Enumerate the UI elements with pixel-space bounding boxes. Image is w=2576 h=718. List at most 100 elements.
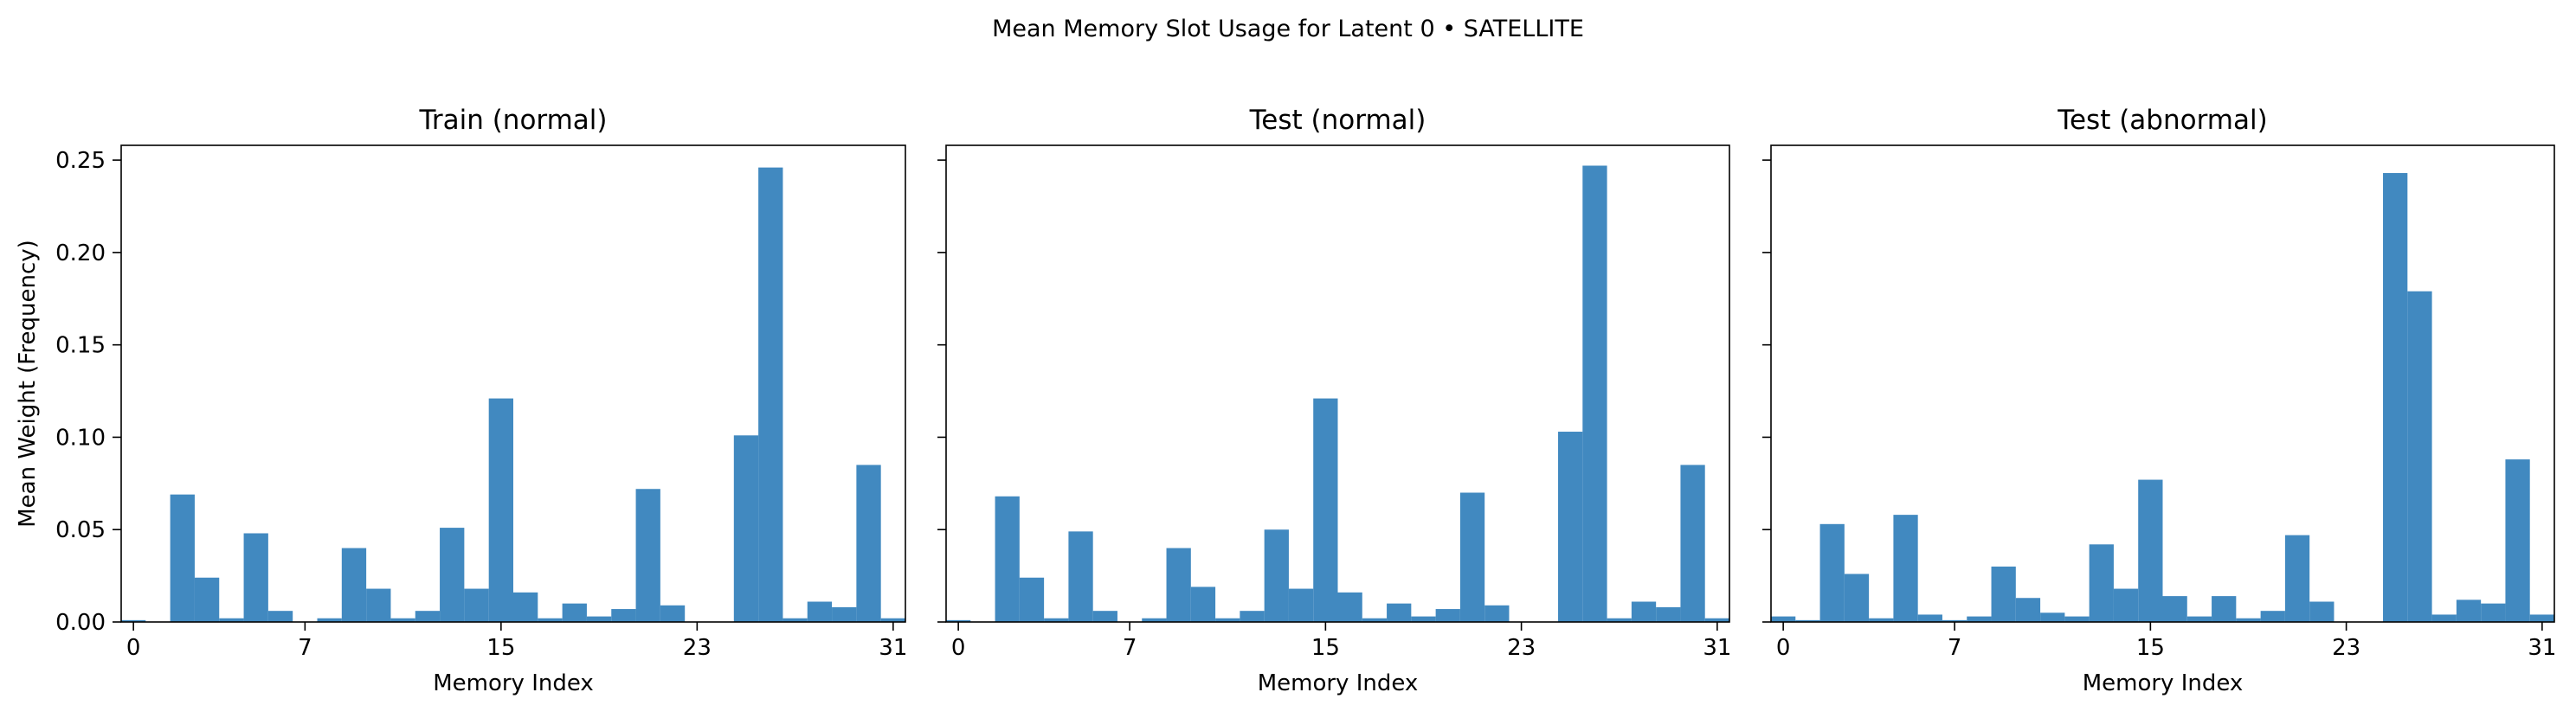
bar-22: [1484, 605, 1510, 622]
x-tick-label: 0: [951, 635, 966, 661]
bar-4: [1869, 618, 1894, 622]
bar-18: [2212, 596, 2237, 622]
bar-4: [1044, 618, 1069, 622]
bar-30: [1680, 465, 1705, 622]
x-tick-label: 23: [2332, 635, 2360, 661]
bar-18: [562, 603, 587, 622]
bar-29: [832, 606, 857, 622]
bar-4: [219, 618, 244, 622]
bar-11: [390, 618, 415, 622]
bar-6: [1092, 611, 1117, 622]
bar-31: [1704, 618, 1729, 622]
x-tick-label: 15: [2136, 635, 2165, 661]
bar-2: [170, 494, 195, 622]
bar-14: [1288, 588, 1314, 622]
y-tick-label: 0.25: [55, 148, 106, 174]
bar-12: [1240, 611, 1265, 622]
bar-3: [1019, 577, 1045, 622]
chart-panel-1: 0 7 15 23 31 0.00 0.05 0.10 0.15 0.20 0.25 Train (n…: [15, 105, 907, 696]
x-tick-label: 31: [879, 635, 907, 661]
bar-8: [1967, 616, 1992, 622]
panel-title: Test (abnormal): [2057, 105, 2267, 136]
bar-15: [2138, 479, 2163, 622]
bar-9: [341, 548, 367, 622]
bar-10: [1190, 587, 1216, 622]
bar-30: [856, 465, 881, 622]
bar-29: [2481, 603, 2506, 622]
x-tick-label: 0: [126, 635, 141, 661]
bar-19: [586, 616, 612, 622]
bar-21: [1459, 492, 1485, 622]
bar-10: [2015, 598, 2041, 622]
bar-20: [2260, 611, 2285, 622]
bar-29: [1656, 606, 1681, 622]
bar-16: [1337, 592, 1362, 622]
bar-13: [440, 528, 465, 622]
bar-15: [488, 398, 513, 622]
bar-28: [807, 601, 833, 622]
bar-0: [1771, 616, 1796, 622]
bar-26: [2407, 291, 2432, 622]
plot-frame: [945, 144, 1730, 623]
chart-panel-2: 0 7 15 23 31 Test (normal) Memory Index: [937, 105, 1731, 696]
bar-28: [1631, 601, 1657, 622]
figure-title: Mean Memory Slot Usage for Latent 0 • SA…: [992, 16, 1584, 42]
bar-17: [2186, 616, 2212, 622]
bar-0: [121, 619, 146, 622]
bar-28: [2456, 599, 2482, 622]
panel-title: Train (normal): [418, 105, 607, 136]
x-axis-label: Memory Index: [1258, 670, 1419, 696]
panel-title: Test (normal): [1249, 105, 1426, 136]
plot-frame: [1770, 144, 2555, 623]
bar-25: [1558, 432, 1583, 622]
bar-31: [880, 618, 905, 622]
bar-1: [1795, 619, 1820, 622]
y-tick-label: 0.20: [55, 240, 106, 266]
y-tick-label: 0.15: [55, 333, 106, 359]
bar-27: [1607, 618, 1632, 622]
bar-25: [2383, 173, 2408, 622]
bar-30: [2505, 459, 2530, 622]
bar-9: [1991, 566, 2016, 622]
bar-12: [2064, 616, 2090, 622]
bar-22: [2309, 601, 2334, 622]
x-tick-label: 7: [1123, 635, 1137, 661]
bar-31: [2529, 614, 2554, 622]
bar-14: [2113, 588, 2139, 622]
x-tick-label: 15: [1311, 635, 1340, 661]
bar-17: [538, 618, 563, 622]
x-tick-label: 0: [1776, 635, 1791, 661]
bar-0: [946, 619, 971, 622]
bar-15: [1313, 398, 1338, 622]
bar-2: [995, 496, 1020, 622]
x-tick-label: 15: [486, 635, 515, 661]
x-tick-label: 23: [683, 635, 712, 661]
bar-5: [1068, 531, 1093, 622]
x-tick-label: 7: [298, 635, 312, 661]
bar-17: [1362, 618, 1388, 622]
bar-21: [2284, 535, 2310, 622]
bar-19: [1411, 616, 1436, 622]
chart-panel-3: 0 7 15 23 31 Test (abnormal) Memory Index: [1762, 105, 2556, 696]
bar-2: [1819, 523, 1845, 622]
x-tick-label: 31: [2528, 635, 2556, 661]
bar-7: [1942, 619, 1967, 622]
x-tick-label: 23: [1507, 635, 1536, 661]
bar-6: [267, 611, 293, 622]
bar-20: [1435, 609, 1460, 622]
x-tick-label: 31: [1703, 635, 1731, 661]
bar-11: [2040, 612, 2065, 622]
bar-11: [1215, 618, 1240, 622]
bar-13: [1264, 529, 1289, 622]
bar-6: [1917, 614, 1942, 622]
x-axis-label: Memory Index: [2083, 670, 2244, 696]
bar-5: [243, 533, 268, 622]
bar-8: [1142, 618, 1167, 622]
bar-21: [635, 489, 660, 622]
bar-16: [513, 592, 538, 622]
bar-27: [782, 618, 808, 622]
bar-13: [2089, 544, 2114, 622]
bar-27: [2431, 614, 2457, 622]
